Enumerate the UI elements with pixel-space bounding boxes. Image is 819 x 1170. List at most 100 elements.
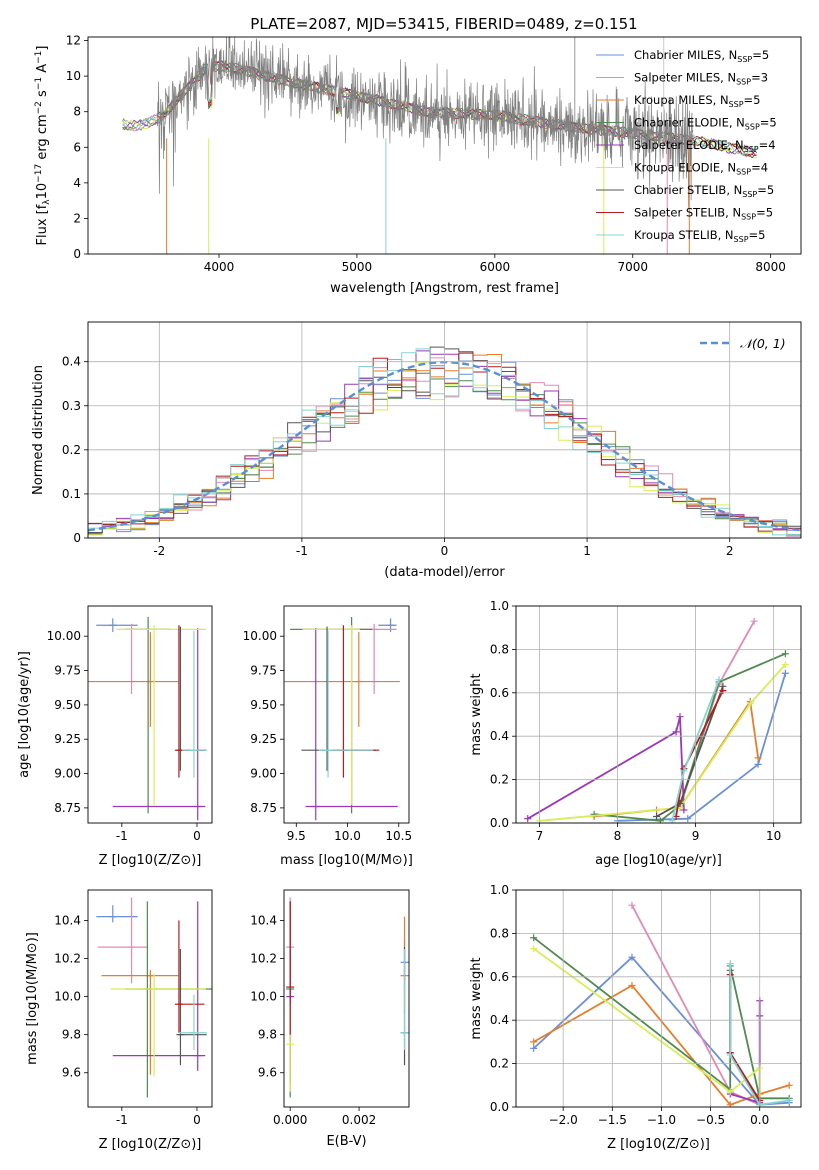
x-axis-label: Z [log10(Z/Z⊙)] xyxy=(99,1137,202,1152)
weight_vs_age-plot-area xyxy=(524,617,789,823)
y-tick-label: 0 xyxy=(73,247,81,261)
y-tick-label: 9.75 xyxy=(250,664,277,678)
y-tick-label: 0 xyxy=(73,531,81,545)
y-tick-label: 0.4 xyxy=(490,729,509,743)
x-axis-label: (data-model)/error xyxy=(384,565,505,580)
y-axis-label: mass [log10(M/M⊙)] xyxy=(25,932,40,1065)
x-tick-label: −1.0 xyxy=(647,1113,676,1127)
x-tick-label: 0 xyxy=(193,829,201,843)
x-tick-label: 9 xyxy=(692,829,700,843)
label-part: 10 xyxy=(35,183,50,200)
weight-point-marker xyxy=(672,728,680,736)
y-tick-label: 1.0 xyxy=(490,599,509,613)
age_vs_Z-plot-area xyxy=(88,616,207,821)
y-axis-label: Normed distribution xyxy=(31,365,46,495)
spectrum-panel: 4000 5000 6000 7000 8000 0 2 4 6 8 10 12 wavelength … xyxy=(34,34,802,296)
y-tick-label: 10.2 xyxy=(250,952,277,966)
weight-point-marker xyxy=(530,945,538,953)
x-axis-label: wavelength [Angstrom, rest frame] xyxy=(330,281,559,296)
legend-text: =5 xyxy=(760,116,777,130)
y-tick-label: 10 xyxy=(66,69,81,83)
weight-point-marker xyxy=(530,934,538,942)
legend-text: Kroupa STELIB, N xyxy=(634,228,734,242)
legend-text: Kroupa ELODIE, N xyxy=(634,161,736,175)
x-tick-label: -2 xyxy=(153,544,165,558)
legend-text: =5 xyxy=(756,206,773,220)
x-tick-label: 0.0 xyxy=(750,1113,769,1127)
y-axis-label: mass weight xyxy=(469,957,484,1039)
y-tick-label: 9.50 xyxy=(54,698,81,712)
axes-frame xyxy=(515,889,802,1108)
mass_vs_ebv-panel: 0.000 0.002 9.6 9.8 10.0 10.2 10.4 E(B-V) xyxy=(250,889,410,1149)
weight-point-marker xyxy=(590,810,598,818)
weight-series-kroupa-elodie xyxy=(539,663,787,822)
legend-text: Kroupa MILES, N xyxy=(634,93,729,107)
x-tick-label: 10.5 xyxy=(385,829,412,843)
y-tick-label: 9.50 xyxy=(250,698,277,712)
y-tick-label: 6 xyxy=(73,140,81,154)
label-part: erg cm xyxy=(35,114,50,163)
x-axis-label: E(B-V) xyxy=(326,1134,366,1149)
label-part: λ xyxy=(42,199,52,205)
mass_vs_Z-plot-area xyxy=(96,897,212,1098)
weight-point-marker xyxy=(785,1096,793,1104)
y-tick-label: 0.6 xyxy=(490,970,509,984)
y-tick-label: 10.4 xyxy=(54,913,81,927)
y-tick-label: 9.00 xyxy=(250,767,277,781)
legend-text: Salpeter ELODIE, N xyxy=(634,138,744,152)
x-axis-label: mass [log10(M/M⊙)] xyxy=(280,853,413,868)
x-tick-label: 5000 xyxy=(342,260,373,274)
age_vs_mass-panel: 9.5 10.0 10.5 8.75 9.00 9.25 9.50 9.75 10.00 mass… xyxy=(243,605,413,868)
weight-point-marker xyxy=(656,817,664,823)
x-tick-label: 9.5 xyxy=(287,829,306,843)
y-tick-label: 0.8 xyxy=(490,642,509,656)
y-tick-label: 4 xyxy=(73,176,81,190)
y-tick-label: 0.2 xyxy=(490,773,509,787)
age_vs_mass-plot-area xyxy=(284,616,400,821)
weight-point-marker xyxy=(726,1051,734,1059)
legend-subscript: SSP xyxy=(745,123,760,132)
axes-frame xyxy=(283,889,410,1108)
weight-series-kroupa-stelib xyxy=(729,963,790,1106)
legend-text: =4 xyxy=(759,138,776,152)
weight-point-marker xyxy=(781,661,789,669)
y-tick-label: 9.6 xyxy=(62,1066,81,1080)
weight_vs_age-panel: 7 8 9 10 0.0 0.2 0.4 0.6 0.8 1.0 age [log10(age/yr… xyxy=(469,599,802,868)
weight-point-marker xyxy=(754,760,762,768)
mass_vs_Z-panel: -1 0 9.6 9.8 10.0 10.2 10.4 Z [log10(Z/Z⊙)] mass… xyxy=(25,889,213,1152)
legend-text: Chabrier MILES, N xyxy=(634,48,737,62)
label-part: Flux [f xyxy=(35,204,50,245)
y-tick-label: 0.2 xyxy=(62,443,81,457)
y-tick-label: 0.2 xyxy=(490,1057,509,1071)
weight_vs_Z-panel: −2.0 −1.5 −1.0 −0.5 0.0 0.0 0.2 0.4 0.6 0.8 1.0 Z [… xyxy=(469,883,802,1152)
x-tick-label: 0.002 xyxy=(342,1113,376,1127)
label-part: s xyxy=(35,90,50,101)
y-tick-label: 9.6 xyxy=(258,1066,277,1080)
weight-point-marker xyxy=(653,812,661,820)
label-part: −1 xyxy=(34,77,44,90)
weight-series-salpeter-miles xyxy=(631,904,761,1106)
x-tick-label: -1 xyxy=(296,544,308,558)
legend-subscript: SSP xyxy=(734,235,749,244)
axes-frame xyxy=(283,605,410,824)
weight-point-marker xyxy=(530,1038,538,1046)
legend-entry: Chabrier MILES, NSSP=5 xyxy=(634,48,769,64)
axes-frame xyxy=(515,605,802,824)
legend-entry: Chabrier STELIB, NSSP=5 xyxy=(634,183,774,199)
y-axis-label: Flux [fλ​10−17​ erg cm−2​ s−1​ A−1​] xyxy=(34,46,52,246)
weight-point-marker xyxy=(530,1044,538,1052)
legend-text: Salpeter MILES, N xyxy=(634,71,736,85)
y-tick-label: 10.2 xyxy=(54,952,81,966)
axes-frame xyxy=(87,321,802,539)
weight-point-marker xyxy=(750,617,758,625)
x-tick-label: 10.0 xyxy=(334,829,361,843)
y-tick-label: 0.8 xyxy=(490,926,509,940)
legend-entry: Salpeter MILES, NSSP=3 xyxy=(634,71,768,87)
legend-subscript: SSP xyxy=(742,190,757,199)
y-tick-label: 8 xyxy=(73,105,81,119)
weight-series-salpeter-elodie xyxy=(527,716,685,820)
x-axis-label: Z [log10(Z/Z⊙)] xyxy=(607,1137,710,1152)
legend-entry: Kroupa ELODIE, NSSP=4 xyxy=(634,161,768,177)
x-tick-label: -1 xyxy=(116,1113,128,1127)
age_vs_Z-panel: -1 0 8.75 9.00 9.25 9.50 9.75 10.00 Z [log10(Z/Z… xyxy=(17,605,213,868)
